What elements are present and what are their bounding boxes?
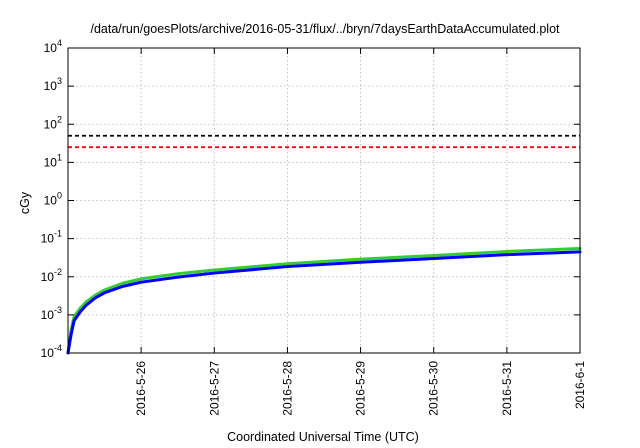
- x-tick-label: 2016-5-27: [207, 361, 221, 416]
- x-tick-label: 2016-5-31: [500, 361, 514, 416]
- chart-title: /data/run/goesPlots/archive/2016-05-31/f…: [90, 22, 560, 36]
- y-tick-label: 102: [44, 114, 62, 131]
- y-axis-label: cGy: [18, 191, 32, 214]
- y-tick-label: 10-3: [41, 305, 62, 322]
- y-tick-label: 100: [44, 191, 62, 208]
- x-tick-label: 2016-5-30: [427, 361, 441, 416]
- series-line-2: [66, 250, 582, 355]
- x-tick-labels: 2016-5-26 2016-5-27 2016-5-28 2016-5-29 2016…: [134, 361, 587, 416]
- series-lines: [66, 247, 582, 355]
- x-tick-label: 2016-6-1: [573, 361, 587, 409]
- y-tick-label: 103: [44, 76, 62, 93]
- x-tick-label: 2016-5-26: [134, 361, 148, 416]
- y-tick-label: 10-2: [41, 267, 62, 284]
- y-tick-label: 104: [44, 38, 62, 55]
- grid: [68, 48, 580, 353]
- x-tick-label: 2016-5-29: [354, 361, 368, 416]
- y-tick-labels: 10-4 10-3 10-2 10-1 100 101 102 103 104: [41, 38, 62, 360]
- y-tick-label: 10-1: [41, 229, 62, 246]
- tick-marks: [68, 47, 581, 354]
- series-line-1: [66, 247, 582, 355]
- reference-lines: [68, 134, 580, 149]
- y-tick-label: 10-4: [41, 343, 62, 360]
- y-tick-label: 101: [44, 152, 62, 169]
- x-axis-label: Coordinated Universal Time (UTC): [227, 430, 419, 444]
- x-tick-label: 2016-5-28: [280, 361, 294, 416]
